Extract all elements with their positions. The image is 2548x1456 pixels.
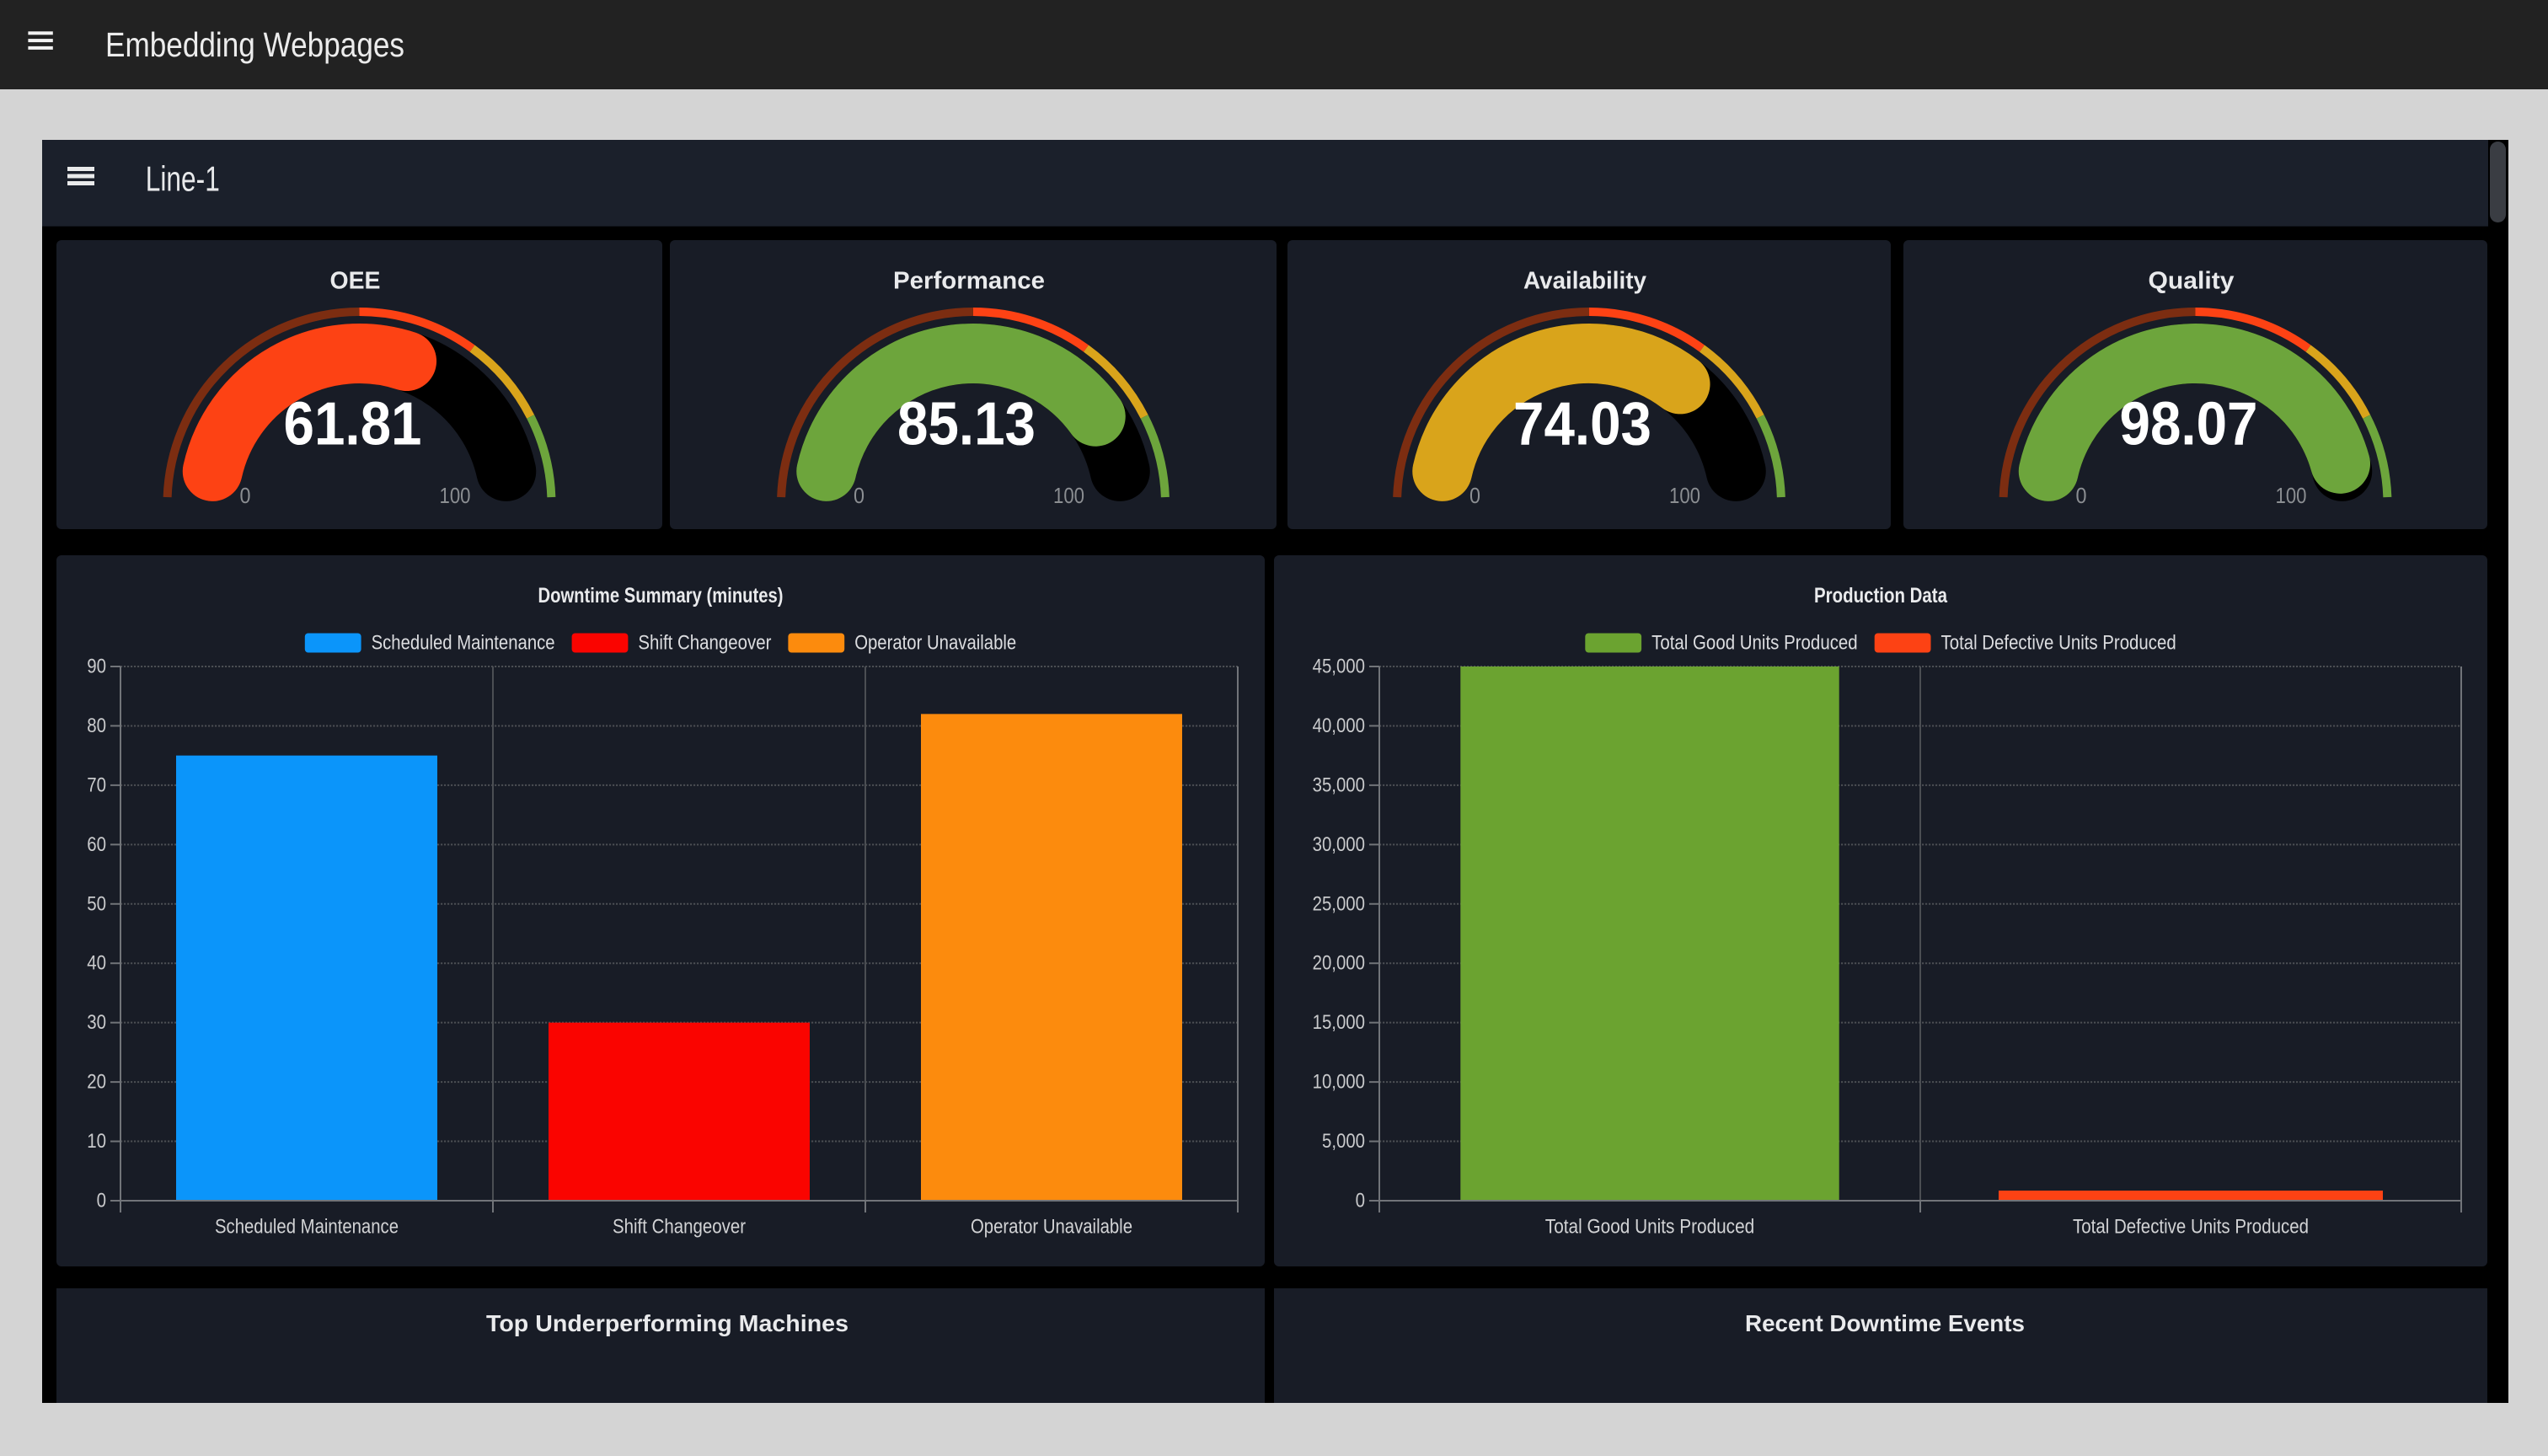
svg-text:25,000: 25,000 (1313, 892, 1365, 915)
svg-text:Shift Changeover: Shift Changeover (613, 1216, 746, 1239)
svg-text:40: 40 (87, 952, 106, 975)
svg-text:Performance: Performance (893, 267, 1045, 294)
svg-text:100: 100 (2276, 483, 2307, 508)
svg-text:80: 80 (87, 715, 106, 737)
svg-text:10: 10 (87, 1130, 106, 1153)
svg-text:Production Data: Production Data (1814, 584, 1948, 608)
svg-text:Embedding Webpages: Embedding Webpages (105, 25, 404, 64)
svg-text:20,000: 20,000 (1313, 952, 1365, 975)
svg-text:0: 0 (854, 483, 864, 508)
svg-text:Quality: Quality (2149, 267, 2235, 294)
svg-text:100: 100 (1053, 483, 1084, 508)
svg-text:Shift Changeover: Shift Changeover (638, 632, 771, 655)
svg-text:0: 0 (97, 1190, 106, 1212)
svg-text:Scheduled Maintenance: Scheduled Maintenance (215, 1216, 399, 1239)
svg-text:Availability: Availability (1523, 267, 1646, 294)
svg-text:Total Defective Units Produced: Total Defective Units Produced (2073, 1216, 2309, 1239)
svg-text:Total Defective Units Produced: Total Defective Units Produced (1941, 632, 2176, 655)
svg-text:Total Good Units Produced: Total Good Units Produced (1545, 1216, 1754, 1239)
svg-text:45,000: 45,000 (1313, 656, 1365, 678)
svg-text:74.03: 74.03 (1513, 390, 1651, 458)
svg-text:70: 70 (87, 774, 106, 796)
svg-text:85.13: 85.13 (897, 390, 1036, 458)
svg-text:10,000: 10,000 (1313, 1071, 1365, 1094)
svg-text:Downtime Summary (minutes): Downtime Summary (minutes) (538, 584, 784, 608)
svg-text:20: 20 (87, 1071, 106, 1094)
svg-text:15,000: 15,000 (1313, 1011, 1365, 1034)
svg-text:0: 0 (240, 483, 251, 508)
svg-text:0: 0 (1356, 1190, 1365, 1212)
svg-text:98.07: 98.07 (2120, 390, 2258, 458)
svg-text:30,000: 30,000 (1313, 833, 1365, 856)
svg-text:OEE: OEE (330, 267, 381, 294)
svg-text:100: 100 (1669, 483, 1700, 508)
svg-text:40,000: 40,000 (1313, 715, 1365, 737)
svg-text:35,000: 35,000 (1313, 774, 1365, 796)
svg-text:50: 50 (87, 892, 106, 915)
svg-text:0: 0 (2076, 483, 2087, 508)
svg-text:Top Underperforming Machines: Top Underperforming Machines (486, 1310, 848, 1336)
svg-text:Scheduled Maintenance: Scheduled Maintenance (372, 632, 555, 655)
svg-text:61.81: 61.81 (284, 390, 422, 458)
svg-text:Recent Downtime Events: Recent Downtime Events (1745, 1310, 2025, 1336)
svg-text:60: 60 (87, 833, 106, 856)
svg-text:5,000: 5,000 (1322, 1130, 1365, 1153)
svg-text:0: 0 (1469, 483, 1480, 508)
svg-text:Line-1: Line-1 (146, 158, 220, 198)
svg-text:30: 30 (87, 1011, 106, 1034)
svg-text:Operator Unavailable: Operator Unavailable (854, 632, 1016, 655)
svg-text:Total Good Units Produced: Total Good Units Produced (1651, 632, 1858, 655)
svg-text:90: 90 (87, 656, 106, 678)
svg-text:100: 100 (440, 483, 471, 508)
svg-text:Operator Unavailable: Operator Unavailable (971, 1216, 1132, 1239)
